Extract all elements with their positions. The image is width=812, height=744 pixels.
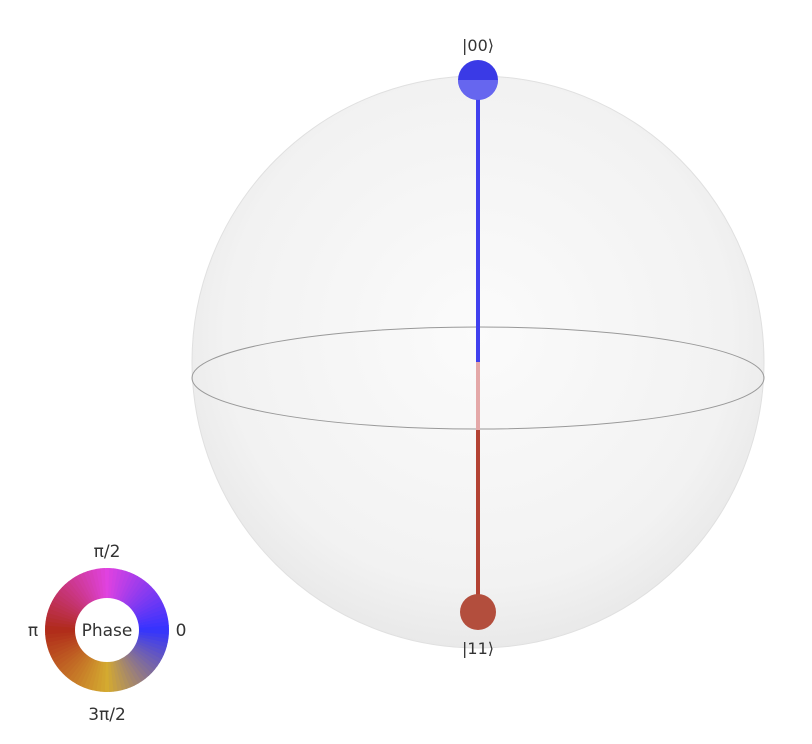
phase-wheel-segment	[112, 659, 123, 692]
phase-wheel-segment	[83, 571, 98, 602]
phase-wheel-segment	[56, 648, 84, 671]
phase-wheel-segment	[127, 583, 152, 609]
phase-wheel-segment	[48, 640, 79, 656]
phase-wheel-segment	[45, 617, 77, 627]
phase-wheel-segment	[124, 654, 146, 682]
phase-wheel-segment	[110, 660, 119, 692]
phase-wheel-segment	[45, 634, 77, 644]
phase-tick-top: π/2	[94, 542, 121, 562]
state-node-11	[460, 594, 496, 630]
phase-wheel-segment	[76, 656, 94, 687]
phase-wheel-segment	[48, 604, 79, 620]
phase-wheel-segment	[50, 600, 80, 618]
phase-wheel-segment	[118, 572, 135, 603]
phase-wheel-segment	[79, 657, 96, 688]
phase-wheel-segment	[122, 575, 142, 605]
phase-wheel-segment	[112, 568, 122, 600]
phase-wheel-segment	[107, 568, 114, 600]
phase-wheel-segment	[132, 646, 160, 667]
phase-wheel-segment	[116, 658, 131, 689]
phase-wheel-segment	[51, 597, 81, 616]
phase-wheel-segment	[56, 590, 84, 613]
phase-wheel-segment	[136, 638, 167, 652]
phase-wheel-segment	[54, 646, 83, 667]
phase-wheel-segment	[92, 660, 102, 692]
phase-wheel-segment	[95, 568, 104, 600]
phase-wheel-segment	[68, 578, 90, 606]
phase-wheel-segment	[137, 620, 169, 628]
phase-wheel-segment	[87, 569, 100, 601]
phase-wheel-segment	[100, 660, 107, 692]
phase-wheel-segment	[126, 652, 149, 679]
phase-wheel-segment	[120, 573, 138, 604]
phase-wheel-segment	[116, 570, 131, 602]
phase-wheel-ring	[45, 568, 169, 692]
phase-wheel-segment	[72, 655, 92, 685]
phase-wheel-segment	[68, 654, 90, 682]
phase-wheel-segment	[45, 625, 77, 631]
phase-wheel-segment	[136, 612, 168, 624]
phase-wheel-segment	[62, 651, 87, 677]
phase-wheel-segment	[87, 659, 100, 691]
phase-wheel-segment	[137, 633, 169, 643]
phase-wheel-segment	[61, 583, 87, 609]
phase-wheel-segment	[122, 655, 143, 684]
phase-wheel-segment	[120, 656, 139, 686]
phase-wheel-segment	[118, 657, 135, 688]
phase-wheel-segment	[79, 572, 96, 603]
phase-wheel-segment	[45, 630, 77, 635]
phase-tick-right: 0	[176, 621, 187, 641]
phase-wheel-segment	[136, 636, 168, 648]
phase-tick-bottom: 3π/2	[88, 705, 126, 725]
phase-wheel-segment	[65, 581, 88, 608]
phase-wheel-segment	[75, 574, 94, 604]
phase-wheel-segment	[137, 629, 169, 635]
phase-wheel-segment	[135, 604, 166, 620]
phase-wheel-segment	[125, 580, 149, 607]
phase-wheel-segment	[133, 644, 163, 663]
phase-tick-left: π	[28, 621, 38, 641]
phase-wheel-segment	[91, 568, 102, 601]
phase-wheel-segment	[131, 593, 160, 614]
phase-wheel-segment	[59, 586, 85, 611]
phase-wheel-segment	[130, 589, 158, 612]
phase-wheel-segment	[99, 568, 106, 600]
phase-wheel-segment	[133, 596, 162, 616]
phase-wheel-segment	[52, 644, 81, 664]
phase-wheel-segment	[137, 625, 169, 630]
phase-wheel-segment	[127, 651, 153, 677]
phase-wheel-segment	[83, 658, 98, 690]
phase-wheel-segment	[129, 649, 155, 674]
phase-wheel-segment	[46, 612, 78, 624]
phase-wheel-segment	[134, 642, 164, 660]
phase-wheel-segment	[137, 616, 169, 626]
state-label-00: |00⟩	[462, 36, 494, 55]
phase-wheel-segment	[134, 600, 164, 618]
phase-wheel: Phase π/2 π 0 3π/2	[28, 542, 187, 725]
phase-wheel-center-label: Phase	[82, 621, 133, 641]
phase-wheel-segment	[45, 632, 77, 640]
phase-wheel-segment	[114, 569, 127, 601]
phase-wheel-segment	[59, 649, 85, 674]
phase-wheel-segment	[114, 659, 127, 691]
phase-wheel-segment	[96, 660, 105, 692]
phase-wheel-segment	[136, 608, 167, 622]
phase-wheel-segment	[130, 647, 158, 670]
phase-wheel-segment	[47, 638, 78, 652]
phase-wheel-segment	[129, 586, 155, 611]
phase-wheel-segment	[65, 653, 89, 680]
phase-wheel-segment	[50, 642, 80, 660]
phase-wheel-segment	[135, 640, 166, 656]
phase-wheel-segment	[46, 636, 78, 648]
state-node-00	[458, 60, 498, 100]
state-label-11: |11⟩	[462, 639, 494, 658]
phase-wheel-segment	[54, 593, 82, 614]
phase-wheel-segment	[109, 568, 118, 600]
phase-wheel-segment	[108, 660, 115, 692]
phase-wheel-segment	[71, 576, 92, 605]
phase-wheel-segment	[47, 608, 78, 622]
phase-wheel-segment	[124, 578, 146, 606]
